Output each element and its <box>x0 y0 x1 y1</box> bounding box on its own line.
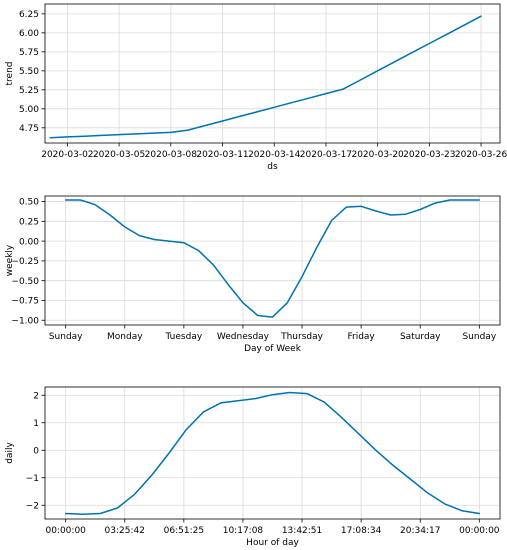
trend-axes-frame <box>44 3 501 144</box>
trend-y-axis-label: trend <box>5 62 15 86</box>
trend-y-tick-label: 5.25 <box>19 86 39 96</box>
weekly-x-tick-label: Sunday <box>49 332 83 342</box>
daily-x-tick-label: 20:34:17 <box>400 526 440 536</box>
weekly-x-axis-label: Day of Week <box>244 344 302 354</box>
weekly-x-tick-label: Thursday <box>280 332 324 342</box>
trend-x-tick-label: 2020-03-17 <box>300 150 352 160</box>
trend-y-tick-label: 6.00 <box>19 29 39 39</box>
trend-x-tick-label: 2020-03-26 <box>455 150 507 160</box>
trend-x-tick-label: 2020-03-02 <box>41 150 93 160</box>
daily-y-tick-label: −2 <box>26 501 39 511</box>
weekly-x-tick-label: Tuesday <box>165 332 203 342</box>
weekly-x-tick-label: Saturday <box>400 332 441 342</box>
daily-x-tick-label: 03:25:42 <box>105 526 145 536</box>
trend-y-tick-label: 5.50 <box>19 67 39 77</box>
weekly-series-line <box>64 199 481 318</box>
trend-y-tick-label: 4.75 <box>19 124 39 134</box>
trend-x-axis-label: ds <box>267 162 278 172</box>
trend-y-tick-label: 5.75 <box>19 48 39 58</box>
weekly-y-tick-label: −1.00 <box>11 316 39 326</box>
trend-y-tick-label: 5.00 <box>19 105 39 115</box>
trend-y-tick-label: 6.25 <box>19 10 39 20</box>
weekly-y-tick-label: −0.75 <box>11 297 39 307</box>
weekly-y-tick-label: −0.50 <box>11 277 39 287</box>
daily-y-axis-label: daily <box>5 442 15 464</box>
trend-x-tick-label: 2020-03-14 <box>248 150 301 160</box>
trend-panel: 2020-03-02 2020-03-05 2020-03-08 2020-03-11… <box>5 3 507 172</box>
daily-x-tick-label: 17:08:34 <box>341 526 382 536</box>
trend-x-tick-label: 2020-03-05 <box>93 150 145 160</box>
daily-y-tick-label: −1 <box>26 474 39 484</box>
daily-y-tick-label: 1 <box>33 419 39 429</box>
trend-x-tick-label: 2020-03-20 <box>351 150 404 160</box>
daily-panel: 00:00:00 03:25:42 06:51:25 10:17:08 13:42:51… <box>5 386 501 548</box>
daily-series-line <box>64 391 481 516</box>
daily-x-axis-label: Hour of day <box>246 538 299 548</box>
weekly-panel: Sunday Monday Tuesday Wednesday Thursday Frid… <box>5 195 501 354</box>
trend-x-tick-label: 2020-03-11 <box>196 150 248 160</box>
daily-x-tick-label: 13:42:51 <box>282 526 322 536</box>
daily-x-tick-label: 00:00:00 <box>45 526 86 536</box>
weekly-axes-frame <box>44 195 501 326</box>
weekly-y-tick-label: 0.25 <box>19 218 39 228</box>
daily-x-tick-label: 10:17:08 <box>223 526 264 536</box>
daily-x-tick-label: 06:51:25 <box>164 526 204 536</box>
daily-x-tick-label: 00:00:00 <box>459 526 500 536</box>
trend-x-tick-label: 2020-03-08 <box>145 150 198 160</box>
trend-series-line <box>49 15 482 139</box>
daily-axes-frame <box>44 386 501 520</box>
weekly-y-tick-label: −0.25 <box>11 257 39 267</box>
weekly-y-tick-label: 0.50 <box>19 198 39 208</box>
weekly-x-tick-label: Wednesday <box>217 332 270 342</box>
weekly-y-tick-label: 0.00 <box>19 237 39 247</box>
weekly-x-tick-label: Sunday <box>462 332 496 342</box>
weekly-x-tick-label: Friday <box>347 332 375 342</box>
daily-y-tick-label: 0 <box>33 446 39 456</box>
trend-x-tick-label: 2020-03-23 <box>403 150 455 160</box>
weekly-y-axis-label: weekly <box>5 244 15 276</box>
weekly-x-tick-label: Monday <box>107 332 143 342</box>
daily-y-tick-label: 2 <box>33 391 39 401</box>
